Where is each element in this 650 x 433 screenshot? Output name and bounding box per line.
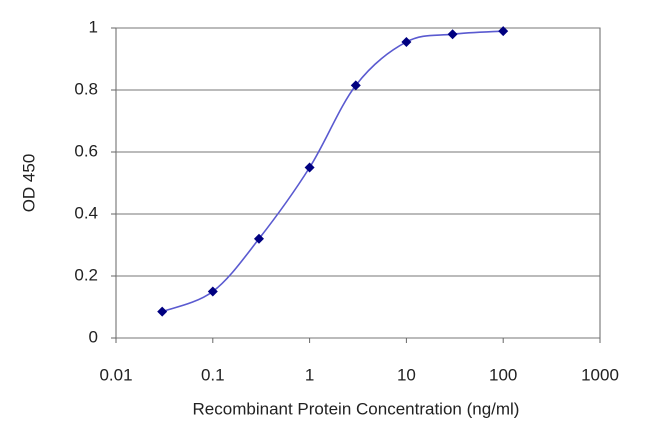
x-tick-label: 1000 bbox=[581, 365, 619, 384]
x-tick-label: 0.01 bbox=[99, 365, 132, 384]
x-tick-label: 1 bbox=[305, 365, 314, 384]
marker bbox=[498, 26, 509, 37]
x-axis-title: Recombinant Protein Concentration (ng/ml… bbox=[193, 399, 520, 418]
marker bbox=[157, 306, 168, 317]
x-tick-label: 10 bbox=[397, 365, 416, 384]
marker bbox=[207, 286, 218, 297]
marker bbox=[447, 29, 458, 40]
marker bbox=[253, 233, 264, 244]
marker bbox=[304, 162, 315, 173]
y-tick-label: 0 bbox=[89, 327, 98, 346]
marker bbox=[401, 36, 412, 47]
y-tick-label: 1 bbox=[89, 17, 98, 36]
curve bbox=[161, 30, 504, 313]
y-tick-label: 0.8 bbox=[74, 79, 98, 98]
y-tick-label: 0.6 bbox=[74, 141, 98, 160]
y-tick-label: 0.4 bbox=[74, 203, 98, 222]
x-tick-label: 0.1 bbox=[201, 365, 225, 384]
y-tick-label: 0.2 bbox=[74, 265, 98, 284]
y-axis-title: OD 450 bbox=[19, 154, 38, 213]
marker bbox=[350, 80, 361, 91]
plot-frame bbox=[115, 27, 601, 339]
x-tick-label: 100 bbox=[489, 365, 517, 384]
